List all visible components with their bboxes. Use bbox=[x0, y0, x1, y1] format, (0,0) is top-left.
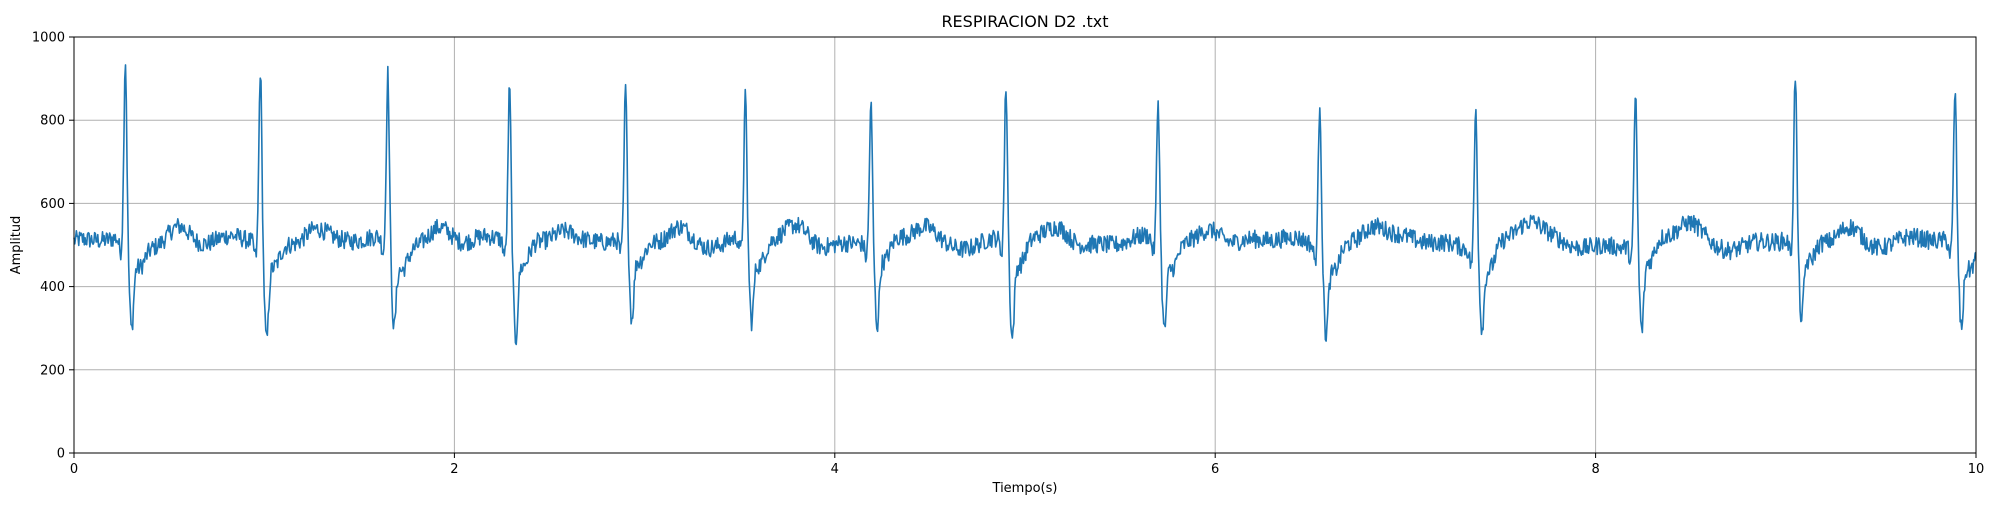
y-tick-label: 0 bbox=[57, 447, 65, 462]
y-tick-label: 1000 bbox=[32, 31, 65, 46]
x-tick-label: 6 bbox=[1211, 462, 1219, 477]
x-tick-label: 10 bbox=[1968, 462, 1985, 477]
y-tick-label: 200 bbox=[40, 363, 65, 378]
y-tick-label: 400 bbox=[40, 280, 65, 295]
chart-title: RESPIRACION D2 .txt bbox=[941, 12, 1108, 31]
signal-series-line bbox=[73, 64, 1977, 346]
plot-frame bbox=[73, 36, 1977, 454]
y-tick-label: 800 bbox=[40, 114, 65, 129]
x-tick-label: 8 bbox=[1591, 462, 1599, 477]
x-axis-ticks: 0 2 4 6 8 10 bbox=[70, 453, 1984, 477]
y-tick-label: 600 bbox=[40, 197, 65, 212]
y-axis-ticks: 0 200 400 600 800 1000 bbox=[32, 31, 74, 462]
x-axis-label: Tiempo(s) bbox=[992, 481, 1058, 496]
x-tick-label: 0 bbox=[70, 462, 78, 477]
x-tick-label: 2 bbox=[450, 462, 458, 477]
y-axis-label: Amplitud bbox=[9, 216, 24, 275]
x-tick-label: 4 bbox=[831, 462, 839, 477]
